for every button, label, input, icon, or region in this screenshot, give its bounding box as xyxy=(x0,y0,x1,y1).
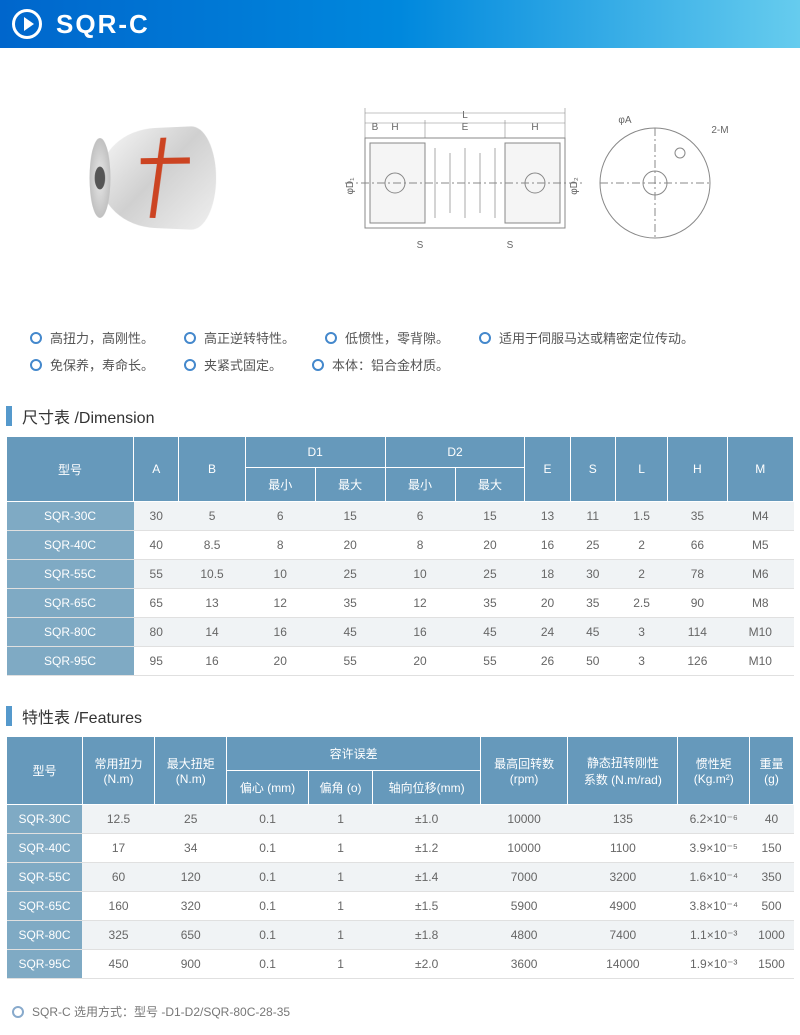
feature-item: 低惯性，零背隙。 xyxy=(325,328,449,347)
feature-item: 高正逆转特性。 xyxy=(184,328,295,347)
svg-text:L: L xyxy=(462,110,468,121)
svg-text:φD₁: φD₁ xyxy=(345,177,356,195)
play-icon xyxy=(12,9,42,39)
features-table-title: 特性表 /Features xyxy=(0,694,800,736)
feature-item: 夹紧式固定。 xyxy=(184,355,282,374)
table-row: SQR-80C80141645164524453114M10 xyxy=(7,618,794,647)
svg-text:B: B xyxy=(372,122,379,133)
svg-text:S: S xyxy=(417,240,424,251)
table-row: SQR-95C95162055205526503126M10 xyxy=(7,647,794,676)
svg-text:S: S xyxy=(507,240,514,251)
table-row: SQR-40C408.58208201625266M5 xyxy=(7,531,794,560)
table-row: SQR-55C5510.5102510251830278M6 xyxy=(7,560,794,589)
feature-item: 适用于伺服马达或精密定位传动。 xyxy=(479,328,694,347)
svg-text:2-M: 2-M xyxy=(711,125,728,136)
svg-text:φA: φA xyxy=(618,115,631,126)
page-header: SQR-C xyxy=(0,0,800,48)
table-row: SQR-65C1603200.11±1.5590049003.8×10⁻⁴500 xyxy=(7,892,794,921)
svg-text:H: H xyxy=(391,122,398,133)
images-row: L H E H B S S φD₁ φD₂ φA 2-M xyxy=(0,48,800,308)
svg-text:H: H xyxy=(531,122,538,133)
table-row: SQR-40C17340.11±1.21000011003.9×10⁻⁵150 xyxy=(7,834,794,863)
table-row: SQR-65C65131235123520352.590M8 xyxy=(7,589,794,618)
svg-text:E: E xyxy=(462,122,469,133)
feature-item: 高扭力，高刚性。 xyxy=(30,328,154,347)
features-list: 高扭力，高刚性。 高正逆转特性。 低惯性，零背隙。 适用于伺服马达或精密定位传动。免保… xyxy=(0,308,800,394)
table-row: SQR-30C12.5250.11±1.0100001356.2×10⁻⁶40 xyxy=(7,805,794,834)
dimension-table: 型号 A B D1 D2 E S L H M 最小最大 最小最大 SQR-30C… xyxy=(6,436,794,676)
table-row: SQR-30C30561561513111.535M4 xyxy=(7,502,794,531)
product-photo xyxy=(55,98,255,258)
technical-drawing: L H E H B S S φD₁ φD₂ φA 2-M xyxy=(325,88,745,268)
footer-note: SQR-C 选用方式：型号 -D1-D2/SQR-80C-28-35 xyxy=(0,997,800,1026)
col-torque: 常用扭力(N.m) xyxy=(82,737,154,805)
table-row: SQR-80C3256500.11±1.8480074001.1×10⁻³100… xyxy=(7,921,794,950)
table-row: SQR-95C4509000.11±2.03600140001.9×10⁻³15… xyxy=(7,950,794,979)
feature-item: 本体：铝合金材质。 xyxy=(312,355,449,374)
feature-item: 免保养，寿命长。 xyxy=(30,355,154,374)
dimension-title: 尺寸表 /Dimension xyxy=(0,394,800,436)
features-table: 型号 常用扭力(N.m) 最大扭矩(N.m) 容许误差 最高回转数(rpm) 静… xyxy=(6,736,794,979)
table-row: SQR-55C601200.11±1.4700032001.6×10⁻⁴350 xyxy=(7,863,794,892)
svg-text:φD₂: φD₂ xyxy=(569,177,580,195)
page-title: SQR-C xyxy=(56,9,150,40)
